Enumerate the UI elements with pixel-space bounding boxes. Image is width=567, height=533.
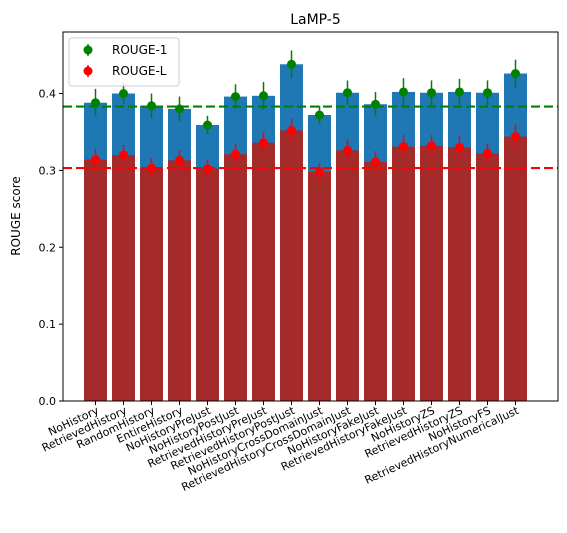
bar-rougel	[392, 146, 415, 401]
legend-marker-rouge1	[83, 45, 93, 55]
marker-rouge1	[399, 87, 408, 97]
y-tick-label: 0.3	[39, 164, 57, 177]
bar-rougel	[84, 159, 107, 401]
marker-rougel	[315, 167, 324, 177]
marker-rouge1	[203, 120, 212, 130]
marker-rouge1	[287, 59, 296, 69]
bar-rougel	[224, 154, 247, 401]
chart-title: LaMP-5	[290, 12, 341, 28]
marker-rouge1	[371, 99, 380, 109]
marker-rouge1	[455, 87, 464, 97]
error-bars	[91, 50, 520, 181]
legend-box	[68, 37, 180, 87]
bar-rougel	[336, 150, 359, 401]
marker-rougel	[427, 141, 436, 151]
bar-rougel	[504, 136, 527, 402]
y-tick-label: 0.4	[39, 88, 57, 101]
bar-rougel	[448, 147, 471, 401]
marker-rouge1	[259, 91, 268, 101]
marker-rougel	[343, 145, 352, 155]
bar-rougel	[196, 168, 219, 401]
marker-rougel	[91, 155, 100, 165]
marker-rougel	[287, 125, 296, 135]
legend-marker-rougel	[83, 66, 93, 76]
marker-rouge1	[147, 101, 156, 111]
marker-rouge1	[511, 69, 520, 79]
marker-rouge1	[91, 98, 100, 108]
marker-rouge1	[483, 88, 492, 98]
y-tick-label: 0.0	[39, 395, 57, 408]
bar-rougel	[308, 171, 331, 401]
bar-rougel	[364, 161, 387, 401]
y-ticks: 0.0 0.1 0.2 0.3 0.4	[39, 88, 63, 408]
marker-rougel	[455, 142, 464, 152]
rougel-bars	[84, 130, 527, 402]
marker-rougel	[259, 138, 268, 148]
marker-rougel	[511, 132, 520, 142]
marker-rougel	[175, 155, 184, 165]
marker-rougel	[147, 163, 156, 173]
y-tick-label: 0.2	[39, 241, 57, 254]
legend-label-rouge1: ROUGE-1	[112, 43, 167, 57]
marker-rouge1	[175, 104, 184, 114]
bar-rougel	[252, 142, 275, 401]
bar-rougel	[168, 160, 191, 401]
marker-rouge1	[231, 92, 240, 102]
marker-rouge1	[315, 110, 324, 120]
marker-rougel	[231, 149, 240, 159]
marker-rouge1	[427, 88, 436, 98]
legend-label-rougel: ROUGE-L	[112, 64, 167, 78]
marker-rouge1	[119, 89, 128, 98]
legend: ROUGE-1 ROUGE-L	[68, 37, 180, 87]
bar-rougel	[476, 153, 499, 401]
marker-rougel	[119, 150, 128, 160]
marker-rougel	[399, 142, 408, 152]
bar-rougel	[112, 155, 135, 401]
marker-rouge1	[343, 88, 352, 98]
plot-frame	[62, 31, 559, 402]
mean-lines	[63, 105, 558, 170]
y-tick-label: 0.1	[39, 318, 57, 331]
marker-rougel	[483, 148, 492, 158]
bar-rougel	[140, 168, 163, 401]
y-axis-label: ROUGE score	[9, 176, 23, 256]
marker-rougel	[203, 164, 212, 174]
marker-rougel	[371, 157, 380, 167]
bar-rougel	[420, 145, 443, 401]
bar-rougel	[280, 130, 303, 401]
